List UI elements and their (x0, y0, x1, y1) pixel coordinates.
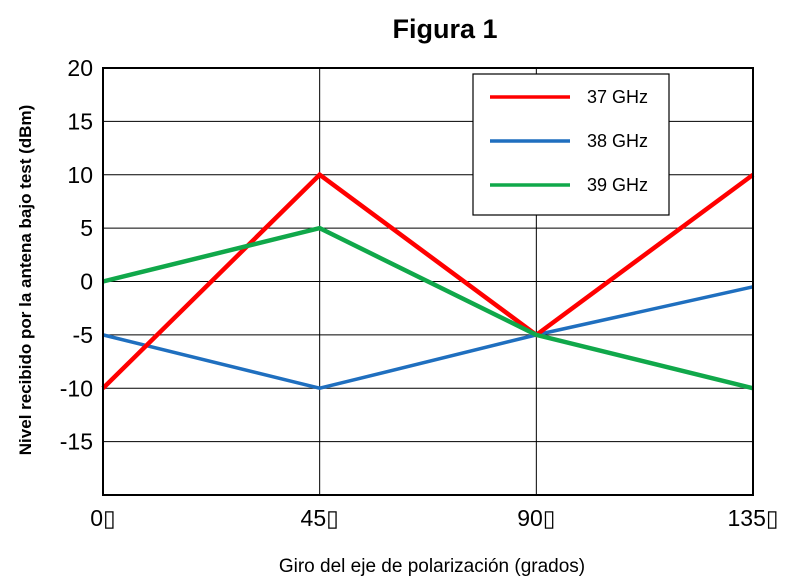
chart-legend: 37 GHz 38 GHz 39 GHz (472, 73, 670, 216)
x-tick-label: 0▯ (90, 505, 115, 531)
y-tick-label: 5 (80, 215, 93, 241)
x-tick-label: 135▯ (727, 505, 778, 531)
x-axis-label: Giro del eje de polarización (grados) (279, 556, 585, 577)
y-tick-label: -15 (60, 429, 93, 455)
series-lines (101, 171, 755, 391)
plot-frame (102, 67, 754, 496)
x-tick-label: 45▯ (301, 505, 339, 531)
y-tick-label: 15 (67, 108, 93, 134)
y-tick-label: 10 (67, 162, 93, 188)
series-line-38-ghz (102, 285, 754, 391)
y-axis-ticks: 20 15 10 5 0 -5 -10 -15 (60, 55, 93, 455)
legend-label: 39 GHz (587, 175, 648, 195)
y-tick-label: 20 (67, 55, 93, 81)
series-line-39-ghz (102, 225, 754, 391)
x-axis-ticks: 0▯ 45▯ 90▯ 135▯ (90, 505, 778, 531)
legend-label: 38 GHz (587, 131, 648, 151)
y-tick-label: 0 (80, 269, 93, 295)
series-line-37-ghz (101, 171, 755, 390)
chart-title: Figura 1 (392, 14, 497, 44)
y-tick-label: -10 (60, 375, 93, 401)
y-axis-label: Nivel recibido por la antena bajo test (… (16, 105, 35, 455)
y-tick-label: -5 (73, 322, 93, 348)
x-tick-label: 90▯ (517, 505, 555, 531)
legend-label: 37 GHz (587, 87, 648, 107)
